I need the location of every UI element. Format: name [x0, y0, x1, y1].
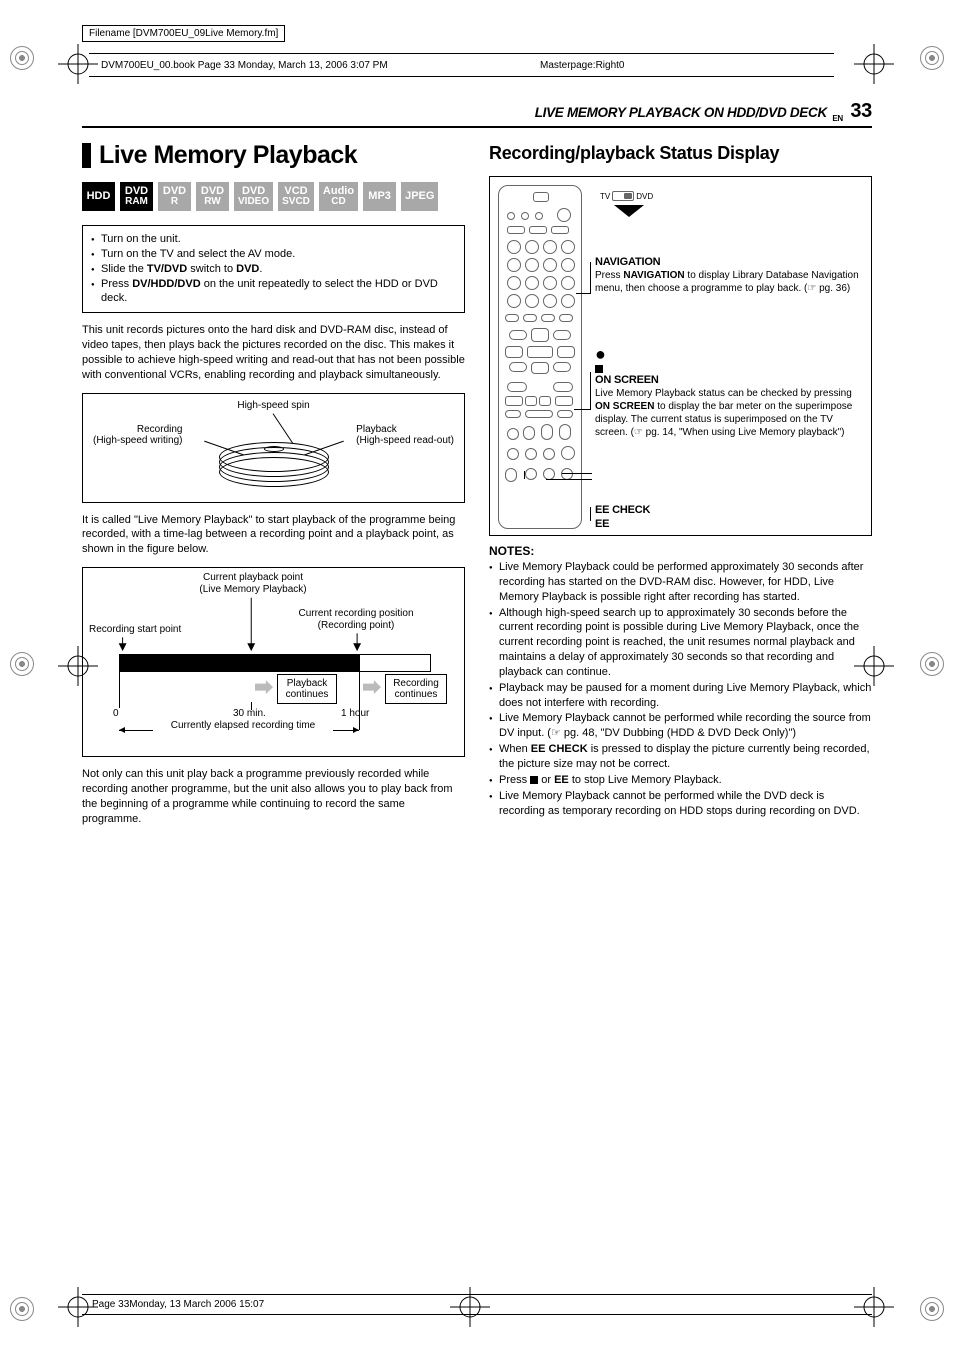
instruction-item: Slide the TV/DVD switch to DVD.	[91, 262, 456, 277]
callout-head: ON SCREEN	[595, 373, 863, 387]
format-badge: DVDVIDEO	[234, 182, 273, 211]
format-badge: JPEG	[401, 182, 438, 211]
remote-figure: TV DVD NAVIGATION	[489, 176, 872, 536]
footer-text: Page 33Monday, 13 March 2006 15:07	[92, 1299, 264, 1310]
format-badge: MP3	[363, 182, 396, 211]
instruction-item: Turn on the unit.	[91, 232, 456, 247]
instruction-item: Turn on the TV and select the AV mode.	[91, 247, 456, 262]
timeline-figure: Current playback point (Live Memory Play…	[82, 567, 465, 757]
instruction-item: Press DV/HDD/DVD on the unit repeatedly …	[91, 277, 456, 307]
running-header: LIVE MEMORY PLAYBACK ON HDD/DVD DECK EN …	[82, 100, 872, 125]
header-title-text: LIVE MEMORY PLAYBACK ON HDD/DVD DECK	[535, 105, 827, 120]
right-column: Recording/playback Status Display	[489, 143, 872, 837]
disc-figure: High-speed spin Recording (High-speed wr…	[82, 393, 465, 503]
record-icon: ●	[595, 349, 606, 360]
body-paragraph: It is called "Live Memory Playback" to s…	[82, 513, 465, 558]
format-badge: AudioCD	[319, 182, 358, 211]
note-item: Although high-speed search up to approxi…	[489, 606, 872, 680]
book-line: DVM700EU_00.book Page 33 Monday, March 1…	[89, 53, 834, 77]
header-page-number: 33	[850, 100, 872, 122]
crosshair-icon	[854, 44, 894, 84]
tl-elapsed-label: Currently elapsed recording time	[153, 720, 333, 732]
print-mark	[10, 652, 34, 676]
masterpage-label: Masterpage:Right0	[540, 60, 625, 71]
body-paragraph: Not only can this unit play back a progr…	[82, 767, 465, 826]
left-column: Live Memory Playback HDDDVDRAMDVDRDVDRWD…	[82, 143, 465, 837]
format-badge: VCDSVCD	[278, 182, 314, 211]
tl-t60: 1 hour	[341, 708, 369, 720]
note-item: When EE CHECK is pressed to display the …	[489, 742, 872, 772]
notes-list: Live Memory Playback could be performed …	[489, 560, 872, 818]
tl-bar-remaining	[359, 654, 431, 672]
tl-bar-recorded	[119, 654, 359, 672]
note-item: Live Memory Playback cannot be performed…	[489, 711, 872, 741]
print-mark	[10, 46, 34, 70]
print-mark	[10, 1297, 34, 1321]
header-lang: EN	[832, 114, 843, 123]
tl-recording-box: Recording continues	[385, 674, 447, 704]
note-item: Live Memory Playback could be performed …	[489, 560, 872, 605]
tl-t30: 30 min.	[233, 708, 266, 720]
format-badge: DVDRW	[196, 182, 229, 211]
main-heading: Live Memory Playback	[82, 143, 465, 168]
instruction-box: Turn on the unit.Turn on the TV and sele…	[82, 225, 465, 313]
format-badge: DVDRAM	[120, 182, 153, 211]
book-line-text: DVM700EU_00.book Page 33 Monday, March 1…	[101, 60, 388, 71]
body-paragraph: This unit records pictures onto the hard…	[82, 323, 465, 382]
page-footer: Page 33Monday, 13 March 2006 15:07	[82, 1294, 872, 1315]
sub-heading: Recording/playback Status Display	[489, 143, 872, 164]
tl-playback-box: Playback continues	[277, 674, 337, 704]
format-badge: HDD	[82, 182, 115, 211]
switch-icon	[612, 191, 634, 201]
notes-heading: NOTES:	[489, 544, 872, 558]
print-mark	[920, 1297, 944, 1321]
note-item: Playback may be paused for a moment duri…	[489, 681, 872, 711]
arrow-down-icon	[614, 205, 644, 217]
note-item: Press or EE to stop Live Memory Playback…	[489, 773, 872, 788]
note-item: Live Memory Playback cannot be performed…	[489, 789, 872, 819]
format-badges: HDDDVDRAMDVDRDVDRWDVDVIDEOVCDSVCDAudioCD…	[82, 182, 465, 211]
tl-t0: 0	[113, 708, 119, 720]
print-mark	[920, 652, 944, 676]
callout-navigation: NAVIGATION Press NAVIGATION to display L…	[595, 255, 863, 295]
callout-head: NAVIGATION	[595, 255, 863, 269]
callout-eecheck: EE CHECK EE	[595, 503, 863, 532]
filename-label: Filename [DVM700EU_09Live Memory.fm]	[82, 25, 285, 42]
tv-dvd-switch-label: TV DVD	[600, 191, 653, 201]
remote-outline	[498, 185, 582, 529]
format-badge: DVDR	[158, 182, 191, 211]
print-mark	[920, 46, 944, 70]
callout-onscreen: ON SCREEN Live Memory Playback status ca…	[595, 373, 863, 439]
